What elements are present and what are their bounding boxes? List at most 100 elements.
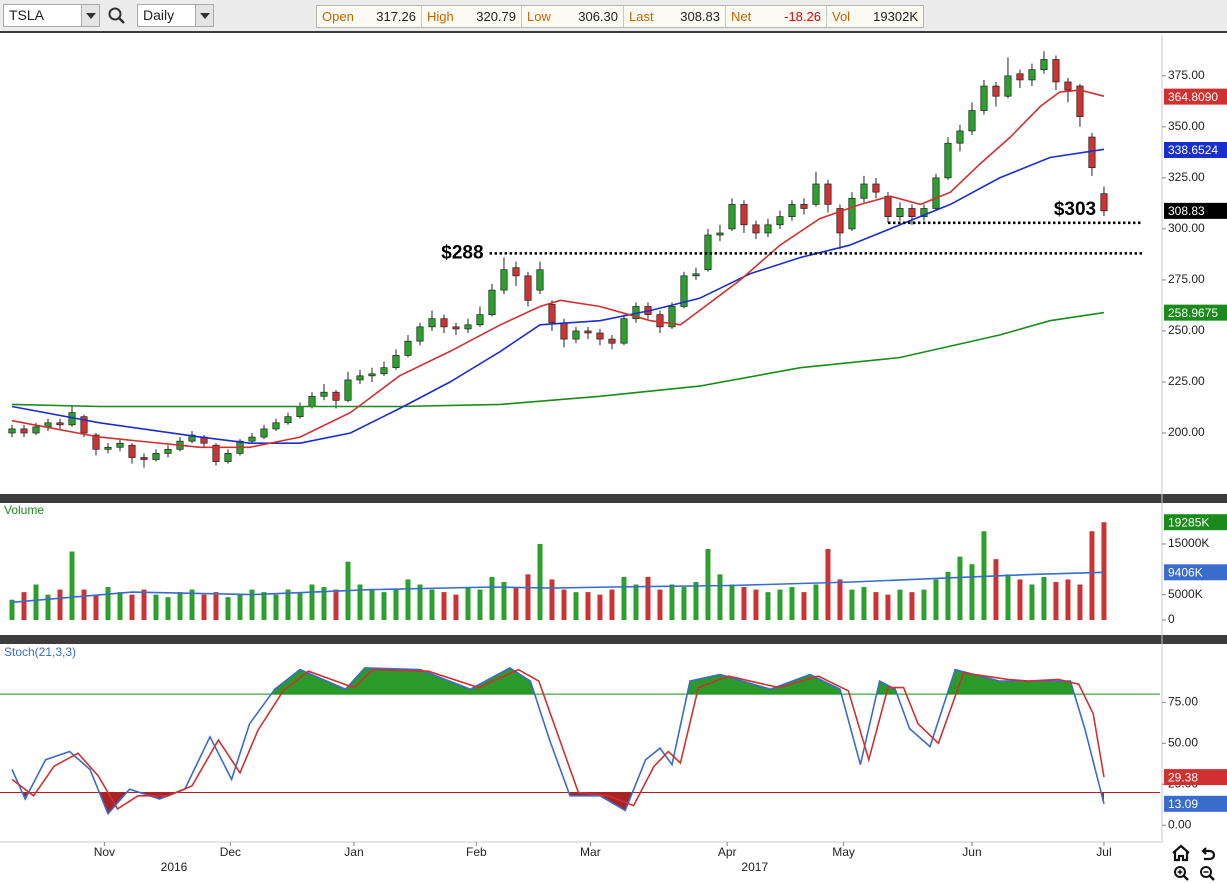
interval-select[interactable]: Daily — [137, 4, 214, 27]
candle-body — [32, 426, 40, 434]
home-icon[interactable] — [1172, 844, 1190, 862]
y-tick-label: 200.00 — [1168, 425, 1205, 439]
candle-body — [668, 306, 676, 328]
moving-average — [11, 89, 1105, 449]
volume-bar — [645, 576, 651, 620]
volume-bar — [681, 587, 687, 620]
x-tick-label: Nov — [94, 845, 115, 859]
volume-bar — [357, 584, 363, 620]
candle-body — [308, 395, 316, 407]
candle-body — [740, 204, 748, 226]
candle-body — [8, 428, 16, 434]
volume-bar — [405, 579, 411, 620]
symbol-dropdown[interactable] — [81, 5, 99, 26]
candle-body — [536, 269, 544, 291]
quote-item: Low 306.30 — [522, 6, 624, 27]
quote-label: Low — [527, 9, 551, 24]
candle-body — [788, 204, 796, 217]
volume-bar — [825, 549, 831, 620]
price-marker — [1164, 769, 1227, 786]
symbol-input[interactable]: TSLA — [3, 4, 100, 27]
candle-body — [716, 232, 724, 236]
candle-body — [944, 142, 952, 179]
candle-body — [128, 444, 136, 458]
quote-item: High 320.79 — [422, 6, 522, 27]
chart: 200.00 225.00 250.00 275.00 300.00 325.00 350.… — [0, 35, 1227, 881]
y-tick-label: 300.00 — [1168, 221, 1205, 235]
volume-bar — [1017, 579, 1023, 620]
volume-bar — [105, 587, 111, 620]
candle-body — [1016, 73, 1024, 81]
candle-body — [296, 406, 304, 418]
candle-body — [524, 275, 532, 301]
candle-body — [224, 453, 232, 462]
interval-dropdown[interactable] — [195, 5, 213, 26]
zoom-out-icon[interactable] — [1200, 866, 1215, 881]
volume-bar — [45, 594, 51, 620]
price-marker-label: 364.8090 — [1168, 90, 1218, 104]
candle-body — [104, 446, 112, 450]
volume-bar — [705, 549, 711, 620]
volume-bar — [693, 581, 699, 620]
volume-bar — [789, 587, 795, 620]
zoom-in-icon[interactable] — [1174, 866, 1189, 881]
candle-body — [1004, 75, 1012, 97]
volume-bar — [897, 589, 903, 620]
candle-body — [416, 326, 424, 342]
quote-label: Open — [322, 9, 354, 24]
volume-bar — [1077, 584, 1083, 620]
price-marker — [1164, 514, 1227, 531]
symbol: TSLA — [9, 7, 45, 23]
level-label: $288 — [441, 242, 483, 263]
y-tick-label: 325.00 — [1168, 170, 1205, 184]
candle-body — [656, 314, 664, 328]
candle-body — [80, 416, 88, 434]
candle-body — [1028, 69, 1036, 81]
moving-average — [11, 311, 1105, 408]
quote-label: Net — [731, 9, 752, 24]
y-tick-label: 250.00 — [1168, 323, 1205, 337]
candle-body — [356, 375, 364, 381]
quote-item: Net -18.26 — [726, 6, 827, 27]
volume-bar — [93, 594, 99, 620]
volume-bar — [393, 589, 399, 620]
candle-body — [320, 391, 328, 397]
candle-body — [728, 204, 736, 230]
candle-body — [404, 340, 412, 356]
volume-bar — [873, 592, 879, 620]
candle-body — [476, 314, 484, 326]
price-marker-label: 29.38 — [1168, 770, 1198, 784]
candle-body — [188, 434, 196, 442]
volume-bar — [561, 589, 567, 620]
candle-body — [92, 434, 100, 450]
volume-bar — [765, 592, 771, 620]
panel-title: Volume — [4, 503, 44, 517]
moving-average — [11, 571, 1105, 604]
y-tick-label: 350.00 — [1168, 119, 1205, 133]
candle-body — [812, 183, 820, 205]
candle-body — [272, 422, 280, 430]
candle-body — [1040, 59, 1048, 71]
volume-bar — [1041, 576, 1047, 620]
candle-body — [752, 224, 760, 234]
volume-bar — [573, 592, 579, 620]
candle-body — [428, 318, 436, 328]
volume-bar — [249, 589, 255, 620]
candle-body — [908, 208, 916, 217]
y-tick-label: 5000K — [1168, 587, 1203, 601]
volume-bar — [369, 589, 375, 620]
search-icon[interactable] — [107, 6, 127, 26]
undo-icon[interactable] — [1201, 847, 1216, 861]
volume-bar — [501, 581, 507, 620]
volume-bar — [657, 589, 663, 620]
candle-body — [824, 183, 832, 205]
candle-body — [680, 275, 688, 307]
volume-bar — [297, 592, 303, 620]
volume-bar — [597, 594, 603, 620]
quote-value: 317.26 — [376, 9, 416, 24]
quote-label: Last — [629, 9, 654, 24]
volume-bar — [585, 592, 591, 620]
volume-bar — [885, 594, 891, 620]
candle-body — [332, 391, 340, 401]
panel-separator — [0, 635, 1227, 644]
